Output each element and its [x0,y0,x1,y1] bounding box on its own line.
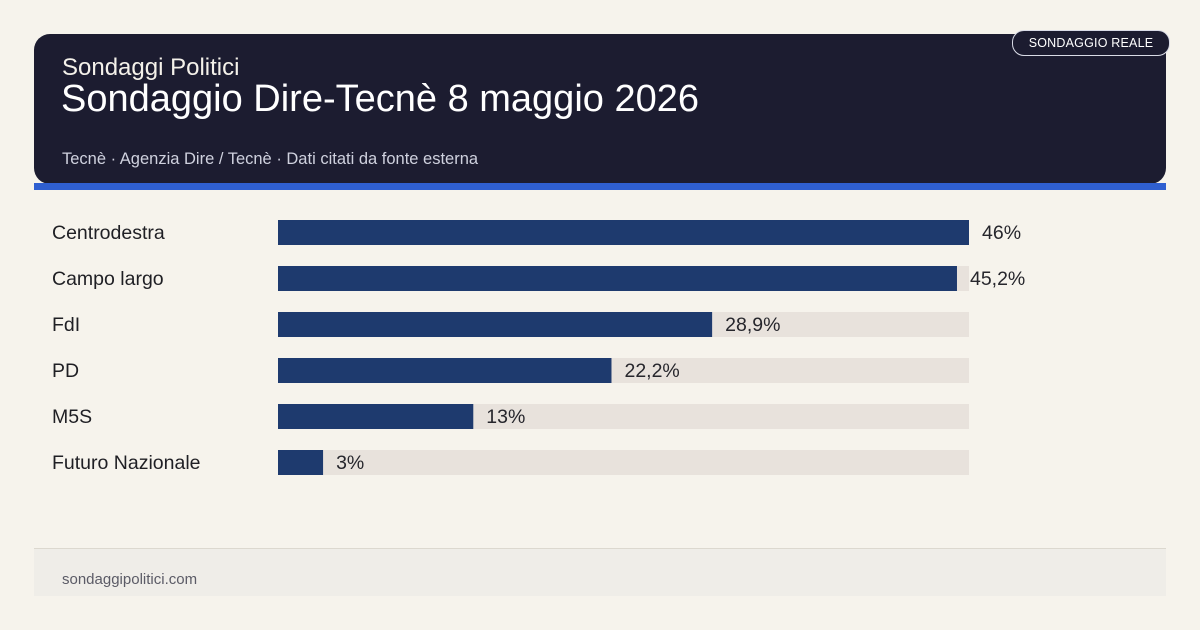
value-label: 3% [336,452,364,474]
value-label: 46% [982,222,1021,244]
bar [278,358,612,383]
bar [278,220,969,245]
value-label: 13% [486,406,525,428]
bar-track [278,450,969,475]
category-label: Campo largo [52,268,164,290]
value-label: 22,2% [624,360,679,382]
bar [278,404,474,429]
brand-name: Sondaggi Politici [62,54,240,81]
bar [278,450,324,475]
category-label: M5S [52,406,92,428]
bar [278,312,713,337]
footer-site-link[interactable]: sondaggipolitici.com [62,571,198,588]
page-title: Sondaggio Dire-Tecnè 8 maggio 2026 [61,78,699,120]
category-label: PD [52,360,79,382]
value-label: 28,9% [725,314,780,336]
bar [278,266,957,291]
footer: sondaggipolitici.com [34,548,1166,596]
source-subtitle: Tecnè · Agenzia Dire / Tecnè · Dati cita… [62,150,479,168]
category-label: Centrodestra [52,222,165,244]
status-badge: SONDAGGIO REALE [1012,30,1170,56]
category-label: FdI [52,314,80,336]
header-banner: Sondaggi Politici Sondaggio Dire-Tecnè 8… [34,34,1166,184]
header-accent-line [34,183,1166,190]
category-label: Futuro Nazionale [52,452,201,474]
value-label: 45,2% [970,268,1025,290]
